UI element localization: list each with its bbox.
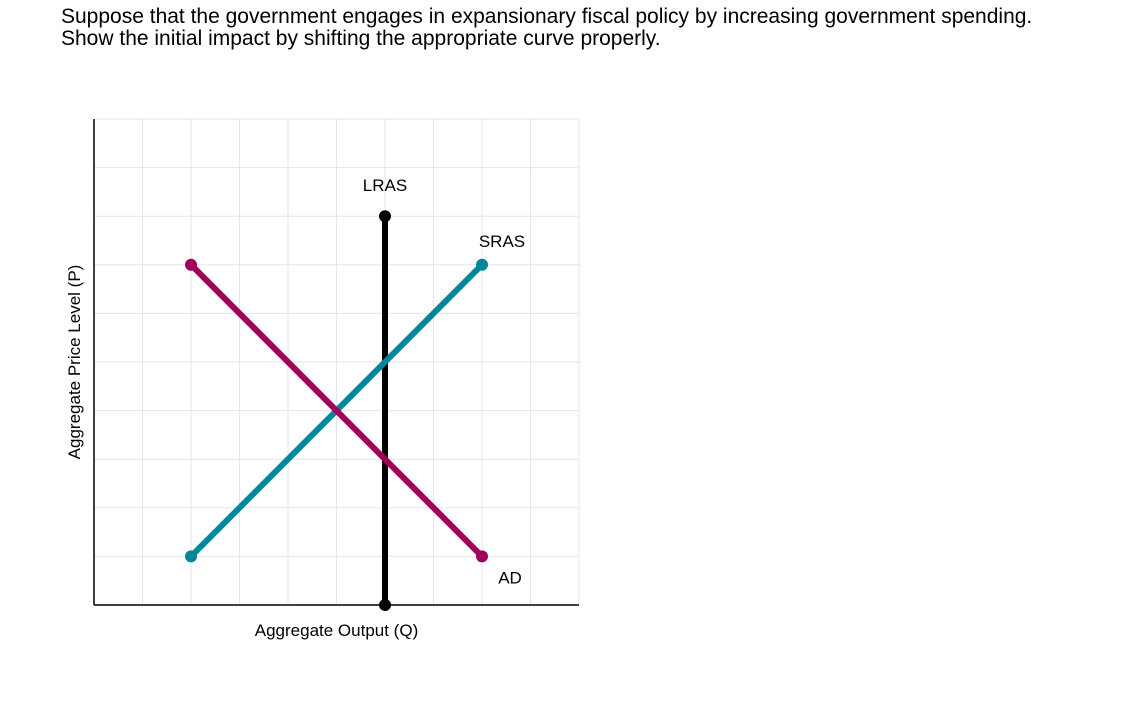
ad-handle-2[interactable]	[476, 550, 488, 563]
question-line-1: Suppose that the government engages in e…	[61, 5, 1033, 28]
ad-label: AD	[498, 568, 522, 587]
sras-label: SRAS	[479, 232, 525, 251]
curve-lras[interactable]	[379, 210, 391, 611]
sras-handle-1[interactable]	[185, 550, 197, 563]
chart-grid	[94, 118, 580, 605]
question-line-2: Show the initial impact by shifting the …	[61, 27, 661, 50]
chart-curves[interactable]	[185, 210, 488, 611]
y-axis-label: Aggregate Price Level (P)	[65, 265, 84, 460]
ad-line[interactable]	[188, 262, 485, 559]
lras-label: LRAS	[363, 176, 407, 195]
x-axis-label: Aggregate Output (Q)	[255, 621, 418, 640]
series-labels: LRAS SRAS AD	[363, 176, 525, 587]
lras-handle-2[interactable]	[379, 210, 391, 223]
curve-ad[interactable]	[185, 258, 488, 563]
lras-handle-1[interactable]	[379, 599, 391, 611]
question-text: Suppose that the government engages in e…	[61, 6, 1141, 50]
sras-handle-2[interactable]	[476, 258, 488, 271]
ad-handle-1[interactable]	[185, 258, 197, 271]
